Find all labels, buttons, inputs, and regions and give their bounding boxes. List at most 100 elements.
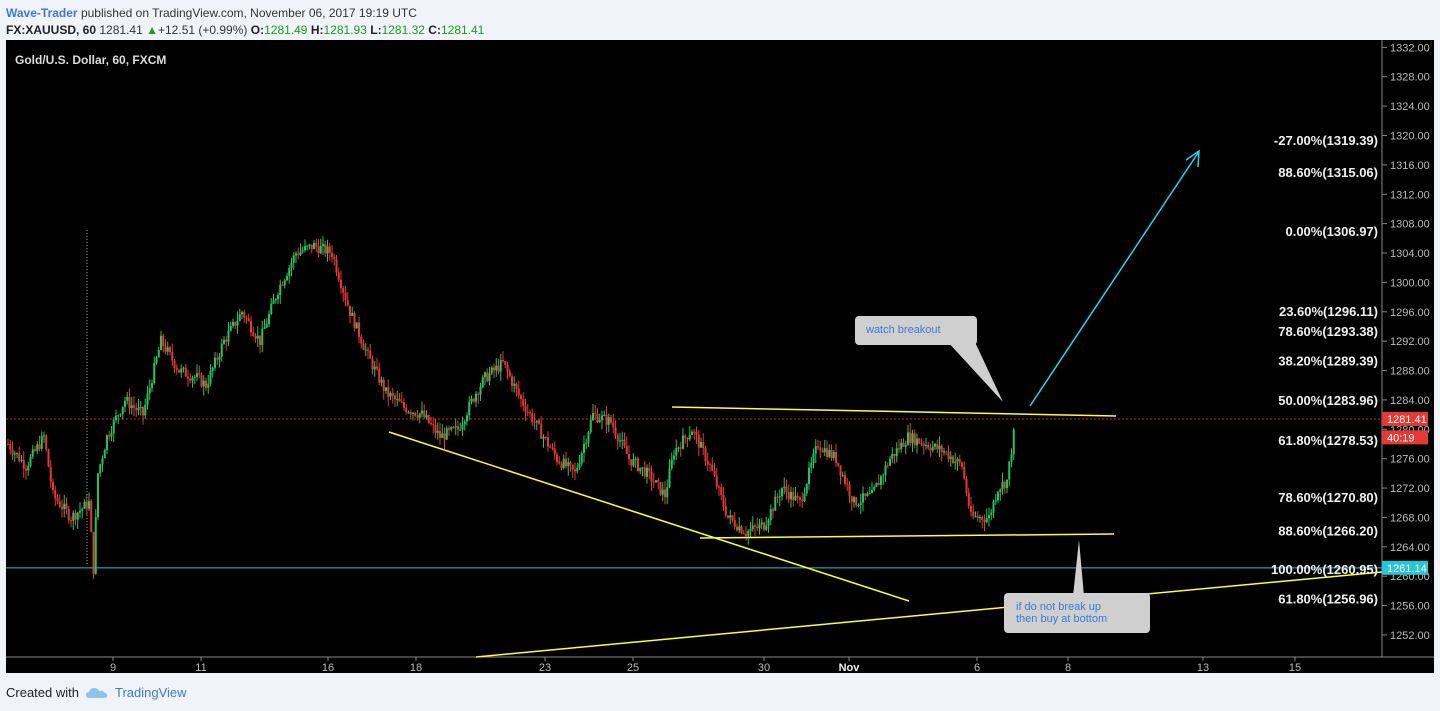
candle-body <box>394 395 396 400</box>
candle-body <box>625 445 628 454</box>
candle-body <box>391 393 394 396</box>
candle-body <box>679 447 682 449</box>
candle-body <box>286 275 288 281</box>
candle-body <box>965 478 968 494</box>
candle-body <box>263 327 266 329</box>
candle-body <box>436 430 439 433</box>
candle-body <box>288 267 291 276</box>
candle-body <box>634 458 637 460</box>
candle-body <box>504 361 507 365</box>
candle-body <box>722 495 725 507</box>
candle-body <box>229 325 232 331</box>
candle-body <box>502 359 504 362</box>
candle-body <box>112 420 115 434</box>
candle-body <box>981 517 984 520</box>
time-tick-label: 23 <box>539 662 551 673</box>
price-axis[interactable] <box>1382 40 1434 657</box>
candle-body <box>520 395 522 400</box>
candle-body <box>261 328 264 346</box>
candle-body <box>270 303 273 314</box>
candle-body <box>400 401 403 403</box>
candle-body <box>880 476 882 485</box>
candle-body <box>547 437 549 447</box>
candle-body <box>783 486 786 489</box>
candle-body <box>324 243 327 254</box>
candle-body <box>659 482 662 495</box>
candle-body <box>479 386 482 395</box>
fib-level-label: 88.60%(1266.20) <box>1278 524 1378 539</box>
candle-body <box>999 489 1002 493</box>
candle-body <box>758 524 761 528</box>
candle-body <box>731 515 734 521</box>
candle-body <box>367 349 369 351</box>
candle-body <box>805 484 808 494</box>
candle-body <box>826 448 828 457</box>
author-link[interactable]: Wave-Trader <box>6 6 78 20</box>
plot-area[interactable] <box>6 40 1382 657</box>
price-chart[interactable]: Gold/U.S. Dollar, 60, FXCM 1332.00 1328.0… <box>6 40 1434 674</box>
candle-body <box>855 497 858 506</box>
candle-body <box>202 380 205 387</box>
candle-body <box>715 475 718 487</box>
candle-body <box>598 420 601 422</box>
candle-body <box>956 459 959 462</box>
candle-body <box>387 387 390 397</box>
price-tick-label: 1252.00 <box>1390 630 1430 642</box>
candle-body <box>911 433 914 444</box>
candle-body <box>733 520 736 527</box>
candle-body <box>934 444 936 447</box>
candle-body <box>657 480 660 483</box>
candle-body <box>358 322 360 338</box>
candle-body <box>175 368 178 370</box>
chart-container[interactable]: Gold/U.S. Dollar, 60, FXCM 1332.00 1328.0… <box>6 40 1434 674</box>
candle-body <box>200 374 203 387</box>
candle-body <box>216 357 219 360</box>
candle-body <box>279 284 282 295</box>
candle-body <box>54 490 57 499</box>
candle-body <box>664 489 666 498</box>
candle-body <box>182 367 185 369</box>
tradingview-link[interactable]: TradingView <box>114 685 187 700</box>
candle-body <box>929 448 932 451</box>
candle-body <box>481 377 484 387</box>
candle-body <box>83 501 86 509</box>
candle-body <box>857 505 860 507</box>
candle-body <box>11 449 14 455</box>
candle-body <box>137 407 140 411</box>
candle-body <box>655 480 657 483</box>
candle-body <box>670 459 673 469</box>
candle-body <box>187 376 189 379</box>
candle-body <box>506 364 509 372</box>
candle-body <box>850 496 853 503</box>
candle-body <box>639 467 642 472</box>
candle-body <box>484 372 486 378</box>
candle-body <box>961 462 963 467</box>
candle-body <box>119 414 122 416</box>
time-axis[interactable] <box>6 657 1434 673</box>
candle-body <box>173 360 176 369</box>
candle-body <box>171 351 174 361</box>
candle-body <box>531 413 534 423</box>
candle-body <box>81 508 84 511</box>
candle-body <box>49 466 52 482</box>
candle-body <box>85 501 88 509</box>
candle-body <box>538 420 540 424</box>
candle-body <box>337 272 340 280</box>
time-tick-label: 30 <box>758 662 770 673</box>
candle-body <box>972 511 975 517</box>
candle-body <box>605 414 608 425</box>
candle-body <box>713 470 716 476</box>
fib-level-label: 61.80%(1256.96) <box>1278 592 1378 607</box>
candle-body <box>416 415 419 418</box>
buy-bottom-callout <box>1004 593 1150 633</box>
candle-body <box>252 332 255 336</box>
candle-body <box>787 491 790 500</box>
candle-body <box>265 324 268 328</box>
candle-body <box>718 486 720 488</box>
candle-body <box>468 401 471 416</box>
candle-body <box>607 417 610 425</box>
candle-body <box>596 414 599 422</box>
candle-body <box>828 450 831 457</box>
candle-body <box>241 312 243 315</box>
candle-body <box>74 512 77 520</box>
